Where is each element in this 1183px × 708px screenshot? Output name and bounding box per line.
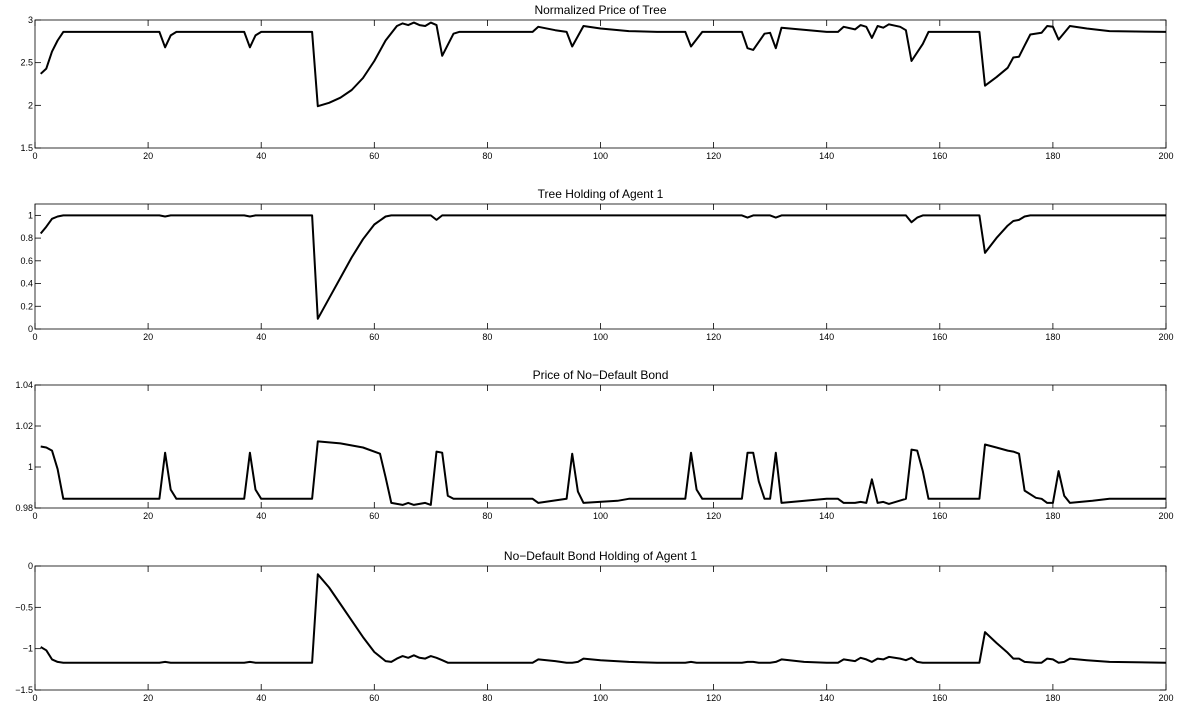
y-tick-label: 1 <box>28 462 33 472</box>
y-tick-label: 0.4 <box>20 279 33 289</box>
y-tick-label: 0 <box>28 324 33 334</box>
x-tick-label: 20 <box>143 332 153 342</box>
y-tick-label: −0.5 <box>15 602 33 612</box>
x-tick-label: 80 <box>482 151 492 161</box>
x-tick-label: 60 <box>369 332 379 342</box>
x-tick-label: 40 <box>256 693 266 703</box>
x-tick-label: 60 <box>369 151 379 161</box>
x-tick-label: 40 <box>256 332 266 342</box>
x-tick-label: 120 <box>706 511 721 521</box>
x-tick-label: 100 <box>593 332 608 342</box>
x-tick-label: 160 <box>932 693 947 703</box>
x-tick-label: 200 <box>1158 151 1173 161</box>
chart-title: Normalized Price of Tree <box>534 3 666 17</box>
x-tick-label: 0 <box>32 332 37 342</box>
axes-box <box>34 565 1167 691</box>
x-tick-label: 180 <box>1045 332 1060 342</box>
x-tick-label: 200 <box>1158 693 1173 703</box>
x-tick-label: 160 <box>932 151 947 161</box>
x-tick-label: 20 <box>143 693 153 703</box>
x-tick-label: 140 <box>819 151 834 161</box>
x-tick-label: 100 <box>593 693 608 703</box>
series-line <box>39 214 1166 320</box>
x-tick-label: 200 <box>1158 511 1173 521</box>
x-tick-label: 80 <box>482 332 492 342</box>
y-tick-label: 0.6 <box>20 256 33 266</box>
chart-title: Price of No−Default Bond <box>533 368 669 382</box>
x-tick-label: 160 <box>932 332 947 342</box>
x-tick-label: 120 <box>706 151 721 161</box>
subplot-2: Tree Holding of Agent 1 0 20 40 60 80 100 120 14… <box>20 187 1173 342</box>
x-tick-label: 80 <box>482 511 492 521</box>
series-line <box>40 21 1167 108</box>
y-tick-label: 2.5 <box>20 58 33 68</box>
y-tick-label: 0.98 <box>15 503 33 513</box>
y-tick-label: 0.2 <box>20 301 33 311</box>
x-tick-label: 20 <box>143 151 153 161</box>
y-tick-label: 0 <box>28 561 33 571</box>
x-tick-label: 200 <box>1158 332 1173 342</box>
subplot-4: No−Default Bond Holding of Agent 1 0 20 40 6… <box>15 549 1173 703</box>
x-tick-label: 40 <box>256 151 266 161</box>
x-tick-label: 0 <box>32 693 37 703</box>
x-tick-label: 140 <box>819 693 834 703</box>
x-tick-label: 120 <box>706 332 721 342</box>
x-tick-label: 180 <box>1045 693 1060 703</box>
series-line <box>40 573 1167 664</box>
series-line <box>40 440 1166 506</box>
x-tick-label: 60 <box>369 511 379 521</box>
y-tick-label: 0.8 <box>20 233 33 243</box>
subplot-3: Price of No−Default Bond 0 20 40 60 80 100 120 1… <box>15 368 1173 521</box>
y-tick-label: 3 <box>28 15 33 25</box>
chart-title: No−Default Bond Holding of Agent 1 <box>504 549 697 563</box>
x-tick-label: 180 <box>1045 151 1060 161</box>
y-tick-label: 2 <box>28 100 33 110</box>
y-tick-label: −1.5 <box>15 685 33 695</box>
x-tick-label: 180 <box>1045 511 1060 521</box>
y-tick-label: −1 <box>23 644 33 654</box>
chart-title: Tree Holding of Agent 1 <box>538 187 664 201</box>
axes-box <box>34 19 1167 149</box>
x-tick-label: 120 <box>706 693 721 703</box>
x-tick-label: 160 <box>932 511 947 521</box>
axes-box <box>34 203 1167 330</box>
x-tick-label: 140 <box>819 332 834 342</box>
x-tick-label: 20 <box>143 511 153 521</box>
subplot-1: Normalized Price of Tree 0 20 40 60 80 100 120 1… <box>20 3 1173 161</box>
x-tick-label: 0 <box>32 151 37 161</box>
x-tick-label: 100 <box>593 511 608 521</box>
y-tick-label: 1 <box>28 210 33 220</box>
x-tick-label: 0 <box>32 511 37 521</box>
x-tick-label: 80 <box>482 693 492 703</box>
x-tick-label: 100 <box>593 151 608 161</box>
y-tick-label: 1.02 <box>15 421 33 431</box>
y-tick-label: 1.04 <box>15 380 33 390</box>
x-tick-label: 40 <box>256 511 266 521</box>
x-tick-label: 60 <box>369 693 379 703</box>
x-tick-label: 140 <box>819 511 834 521</box>
y-tick-label: 1.5 <box>20 143 33 153</box>
